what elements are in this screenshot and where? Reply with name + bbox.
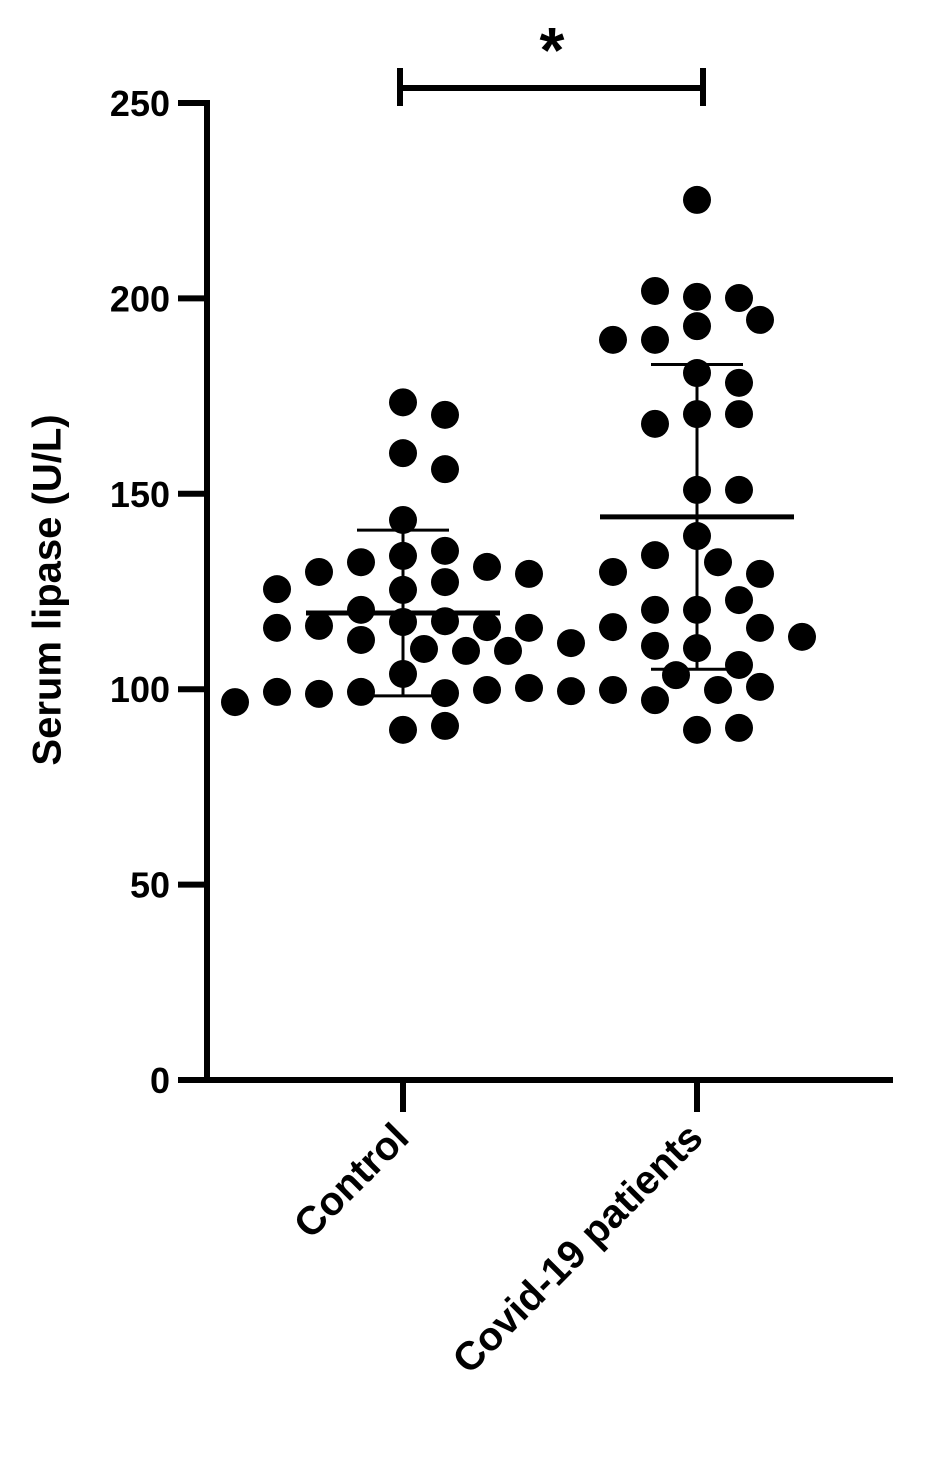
data-point — [305, 611, 333, 640]
data-point — [347, 595, 375, 624]
data-point — [599, 613, 627, 642]
y-tick-label: 150 — [110, 474, 170, 515]
data-point — [263, 677, 291, 706]
data-point — [641, 686, 669, 715]
data-point — [431, 536, 459, 565]
data-point — [746, 672, 774, 701]
data-point — [452, 636, 480, 665]
data-point — [347, 625, 375, 654]
data-point — [746, 613, 774, 642]
data-point — [557, 629, 585, 658]
data-point — [494, 636, 522, 665]
data-point — [473, 613, 501, 642]
data-point — [683, 282, 711, 311]
data-point — [347, 677, 375, 706]
data-point — [557, 677, 585, 706]
y-tick-label: 100 — [110, 669, 170, 710]
data-point — [431, 400, 459, 429]
data-point — [788, 622, 816, 651]
data-point — [473, 675, 501, 704]
data-point — [683, 312, 711, 341]
data-point — [473, 552, 501, 581]
significance-bracket — [397, 68, 706, 106]
data-point — [263, 575, 291, 604]
data-point — [431, 711, 459, 740]
data-point — [662, 661, 690, 690]
data-point — [305, 679, 333, 708]
data-point — [599, 325, 627, 354]
data-point — [515, 559, 543, 588]
y-axis-label: Serum lipase (U/L) — [26, 414, 70, 765]
data-point — [641, 541, 669, 570]
data-point — [410, 634, 438, 663]
data-point — [725, 284, 753, 313]
data-point — [704, 675, 732, 704]
data-point — [725, 400, 753, 429]
data-point — [347, 548, 375, 577]
x-tick-label: Control — [286, 1115, 418, 1247]
data-point — [641, 631, 669, 660]
data-point — [431, 455, 459, 484]
data-point — [305, 557, 333, 586]
data-point — [683, 715, 711, 744]
data-point — [725, 475, 753, 504]
data-point — [389, 388, 417, 417]
data-point — [431, 568, 459, 597]
data-point — [641, 595, 669, 624]
data-point — [641, 409, 669, 438]
data-point — [725, 650, 753, 679]
data-point — [599, 675, 627, 704]
data-point — [746, 305, 774, 334]
data-point — [725, 368, 753, 397]
data-point — [515, 613, 543, 642]
data-point — [746, 559, 774, 588]
data-point — [431, 679, 459, 708]
data-point — [389, 439, 417, 468]
data-point — [263, 613, 291, 642]
data-point — [704, 548, 732, 577]
data-point — [641, 325, 669, 354]
data-point — [599, 557, 627, 586]
significance-star: * — [540, 14, 565, 86]
data-point — [725, 713, 753, 742]
y-tick-label: 50 — [130, 865, 170, 906]
data-point — [725, 586, 753, 615]
x-tick-label: Covid-19 patients — [444, 1115, 711, 1382]
data-point — [221, 688, 249, 717]
data-point — [515, 674, 543, 703]
y-tick-label: 200 — [110, 278, 170, 319]
y-tick-label: 0 — [150, 1060, 170, 1101]
data-point — [683, 185, 711, 214]
data-point — [389, 505, 417, 534]
data-point — [389, 715, 417, 744]
y-tick-label: 250 — [110, 83, 170, 124]
data-point — [641, 276, 669, 305]
